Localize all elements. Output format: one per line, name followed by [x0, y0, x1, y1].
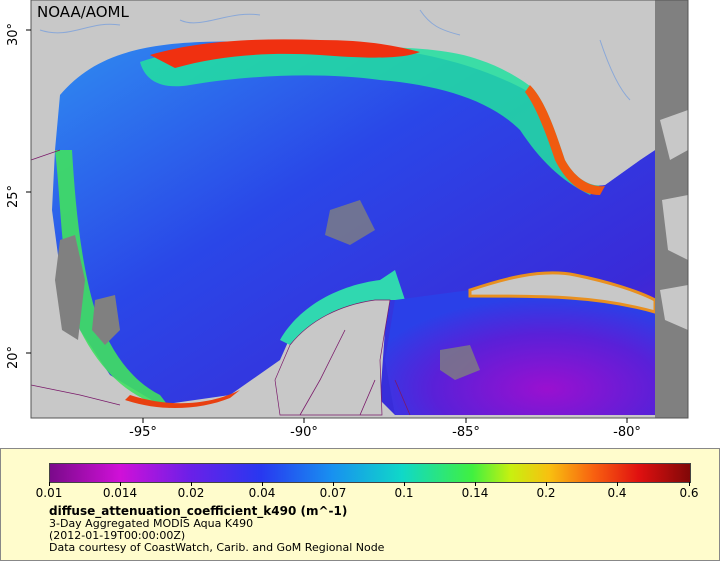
florida-land: [520, 0, 655, 186]
colorbar-tickmark: [689, 482, 690, 486]
map-canvas: [26, 0, 689, 423]
nodata-west: [55, 235, 85, 340]
rivers: [39, 9, 631, 101]
colorbar-tickmark: [475, 482, 476, 486]
x-tick-label: -90°: [290, 425, 318, 440]
colorbar-tickmark: [49, 482, 50, 486]
x-tick-label: -85°: [452, 425, 480, 440]
product-description: 3-Day Aggregated MODIS Aqua K490: [49, 517, 254, 530]
north-coast-turbid: [140, 42, 600, 196]
colorbar-tick-label: 0.04: [248, 486, 276, 500]
colorbar-tickmark: [546, 482, 547, 486]
variable-title: diffuse_attenuation_coefficient_k490 (m^…: [49, 504, 348, 518]
colorbar-tickmark: [333, 482, 334, 486]
x-tick-label: -80°: [613, 425, 641, 440]
colorbar-tick-label: 0.2: [536, 486, 556, 500]
florida-coast-red: [525, 85, 605, 195]
nodata-southwest: [92, 295, 120, 345]
colorbar-tick-label: 0.14: [461, 486, 489, 500]
southwest-red: [125, 390, 240, 409]
colorbar-tickmark: [191, 482, 192, 486]
colorbar-tick-label: 0.014: [102, 486, 138, 500]
yucatan-land: [274, 299, 391, 416]
data-courtesy: Data courtesy of CoastWatch, Carib. and …: [49, 541, 385, 554]
colorbar-tickmark: [617, 482, 618, 486]
y-tick-label: 20°: [6, 345, 21, 369]
country-borders: [30, 149, 411, 416]
colorbar-tickmark: [262, 482, 263, 486]
colorbar-tick-label: 0.6: [679, 486, 699, 500]
caribbean-sea: [385, 285, 655, 415]
colorbar-tick-label: 0.01: [35, 486, 63, 500]
colorbar-tickmark: [404, 482, 405, 486]
colorbar-tick-label: 0.07: [319, 486, 347, 500]
y-tick-label: 30°: [6, 22, 21, 46]
time-stamp: (2012-01-19T00:00:00Z): [49, 529, 186, 542]
bahamas-land: [660, 110, 688, 330]
colorbar-tick-label: 0.02: [177, 486, 205, 500]
legend-panel: 0.01 0.014 0.02 0.04 0.07 0.1 0.14 0.2 0…: [0, 448, 720, 561]
map-frame-border: [30, 0, 689, 419]
colorbar-tickmark: [120, 482, 121, 486]
colorbar: [49, 463, 691, 483]
colorbar-tick-label: 0.1: [394, 486, 414, 500]
nodata-center: [325, 200, 375, 245]
colorbar-tick-label: 0.4: [607, 486, 627, 500]
north-coast-red: [150, 39, 420, 68]
credit-label: NOAA/AOML: [37, 3, 129, 21]
x-tick-label: -95°: [129, 425, 157, 440]
nodata-caribbean: [440, 345, 480, 380]
y-tick-label: 25°: [6, 184, 21, 208]
